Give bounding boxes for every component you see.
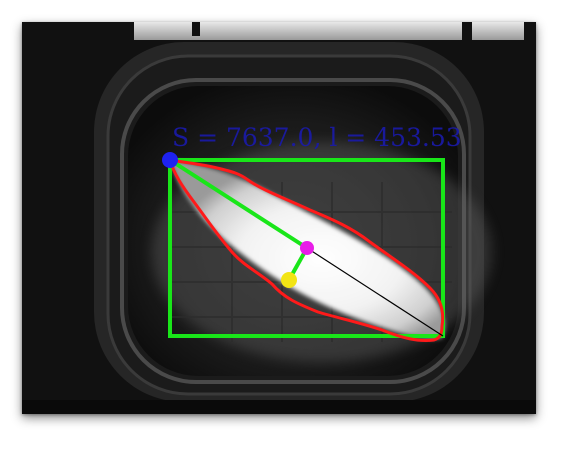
endpoint-marker-icon bbox=[162, 152, 178, 168]
top-tape-gap bbox=[192, 22, 200, 36]
leaf-contour bbox=[167, 158, 445, 342]
centroid-marker-icon bbox=[300, 241, 314, 255]
bottom-strip bbox=[22, 400, 536, 414]
length-line bbox=[168, 158, 309, 250]
photo-frame: S = 7637.0, l = 453.53 bbox=[22, 22, 536, 414]
axis-line bbox=[306, 247, 444, 337]
measurement-label: S = 7637.0, l = 453.53 bbox=[172, 123, 462, 152]
top-tape-gap-right bbox=[462, 22, 472, 40]
bounding-box bbox=[168, 158, 445, 338]
top-tape bbox=[134, 22, 524, 40]
microscope-photo: S = 7637.0, l = 453.53 bbox=[22, 22, 536, 414]
projection-marker-icon bbox=[281, 272, 297, 288]
